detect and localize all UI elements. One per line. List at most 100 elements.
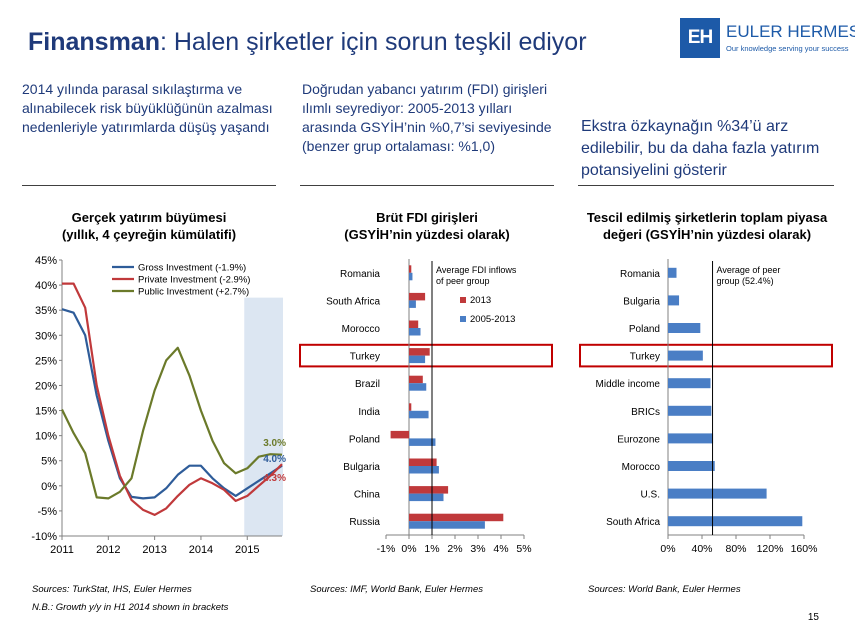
y-tick-label: 40% (35, 280, 57, 292)
bar-turkey-market-capitalization (668, 350, 703, 361)
category-label-eurozone: Eurozone (617, 434, 660, 445)
x-tick-label: 1% (424, 543, 439, 555)
chart2-title: Brüt FDI girişleri (GSYİH’nin yüzdesi ol… (300, 209, 554, 243)
category-label-morocco: Morocco (342, 324, 381, 335)
y-tick-label: 25% (35, 355, 57, 367)
logo-tagline: Our knowledge serving your success (726, 44, 849, 53)
intro-investment: 2014 yılında parasal sıkılaştırma ve alı… (22, 81, 273, 135)
reference-line-label: Average of peer group (52.4%) (717, 265, 781, 286)
bar-morocco-2013 (409, 320, 419, 328)
x-tick-label: 80% (725, 543, 746, 555)
x-tick-label: -1% (377, 543, 396, 555)
x-tick-label: 2% (447, 543, 462, 555)
highlight-box-turkey (579, 343, 833, 368)
y-tick-label: 20% (35, 380, 57, 392)
category-label-brics: BRICs (631, 407, 660, 418)
x-tick-label: 160% (791, 543, 818, 555)
series-end-label: 4.3% (263, 473, 286, 484)
logo-mark: EH (680, 18, 720, 58)
page-title-bold: Finansman (28, 28, 160, 56)
category-label-south-africa: South Africa (326, 296, 380, 307)
category-label-poland: Poland (349, 434, 380, 445)
divider (300, 185, 554, 186)
page-title-rest: : Halen şirketler için sorun teşkil ediy… (159, 28, 587, 56)
euler-hermes-logo: EH EULER HERMES Our knowledge serving yo… (680, 18, 855, 62)
category-label-u-s: U.S. (641, 490, 660, 501)
x-tick-label: 2011 (50, 544, 74, 556)
bar-bulgaria-2005-2013 (409, 466, 439, 474)
intro-market-cap: Ekstra özkaynağın %34’ü arz edilebilir, … (581, 118, 820, 179)
category-label-romania: Romania (620, 269, 660, 280)
legend-label: Gross Investment (-1.9%) (138, 263, 246, 274)
category-label-poland: Poland (629, 324, 660, 335)
chart2-title-line1: Brüt FDI girişleri (376, 210, 478, 225)
legend-swatch-2013 (460, 297, 466, 303)
bar-poland-market-capitalization (668, 323, 701, 333)
series-end-label: 3.0% (263, 438, 286, 449)
y-tick-label: 15% (35, 406, 57, 418)
source-chart2: Sources: IMF, World Bank, Euler Hermes (310, 584, 483, 595)
bar-turkey-2005-2013 (409, 355, 426, 364)
divider (578, 185, 834, 186)
chart1-title-line2: (yıllık, 4 çeyreğin kümülatifi) (61, 227, 237, 242)
legend-swatch-2005-2013 (460, 316, 466, 322)
x-tick-label: 4% (493, 543, 508, 555)
bar-south-africa-market-capitalization (668, 516, 803, 527)
highlight-box-turkey (299, 343, 553, 368)
x-tick-label: 2015 (235, 544, 259, 556)
series-line-gross-investment (61, 308, 283, 500)
y-tick-label: 45% (35, 255, 57, 267)
chart1-title: Gerçek yatırım büyümesi (yıllık, 4 çeyre… (22, 209, 276, 243)
x-tick-label: 0% (660, 543, 675, 555)
bar-romania-2013 (409, 265, 412, 273)
bar-brazil-2005-2013 (409, 383, 427, 391)
legend-label-2013: 2013 (470, 295, 491, 306)
x-tick-label: 120% (757, 543, 784, 555)
chart-fdi-inflows: -1% 0% 1% 2% 3% 4% 5% Romania South Africa Morocc… (299, 259, 553, 555)
intro-fdi: Doğrudan yabancı yatırım (FDI) girişleri… (302, 81, 552, 154)
chart2-title-line2: (GSYİH’nin yüzdesi olarak) (344, 227, 510, 242)
source-chart1: Sources: TurkStat, IHS, Euler Hermes (32, 584, 192, 595)
bar-china-2005-2013 (409, 493, 444, 502)
y-tick-label: 30% (35, 330, 57, 342)
bar-morocco-2005-2013 (409, 328, 421, 336)
bar-u-s-market-capitalization (668, 488, 767, 499)
category-label-brazil: Brazil (355, 379, 380, 390)
bar-middle-income-market-capitalization (668, 378, 711, 389)
bar-south-africa-2013 (409, 292, 426, 301)
x-tick-label: 2013 (142, 544, 166, 556)
category-label-turkey: Turkey (630, 352, 660, 363)
y-tick-label: 5% (41, 456, 57, 468)
x-tick-label: 5% (516, 543, 531, 555)
bar-brazil-2013 (409, 375, 423, 384)
category-label-india: India (358, 407, 380, 418)
forecast-shade (244, 297, 283, 536)
x-tick-label: 40% (691, 543, 712, 555)
y-tick-label: 35% (35, 305, 57, 317)
category-label-china: China (354, 490, 381, 501)
legend-label-2005-2013: 2005-2013 (470, 314, 515, 325)
x-tick-label: 3% (470, 543, 485, 555)
bar-india-2005-2013 (409, 410, 429, 419)
chart3-title: Tescil edilmiş şirketlerin toplam piyasa… (586, 210, 828, 242)
x-tick-label: 2014 (189, 544, 213, 556)
reference-line-label: Average FDI inflows of peer group (436, 265, 517, 286)
chart1-title-line1: Gerçek yatırım büyümesi (71, 210, 227, 225)
series-end-label: 4.0% (263, 454, 286, 465)
bar-poland-2013 (390, 430, 409, 439)
chart-market-cap: 0% 40% 80% 120% 160% Romania Bulgaria Poland Tur… (579, 259, 833, 555)
bar-eurozone-market-capitalization (668, 433, 714, 444)
x-tick-label: 2012 (96, 544, 120, 556)
legend-label: Private Investment (-2.9%) (138, 275, 250, 286)
bar-romania-market-capitalization (668, 267, 677, 278)
chart-investment-growth: -10% -5% 0% 5% 10% 15% 20% 25% 30% 35% 40% 45% 2011 2… (31, 255, 286, 556)
footnote: N.B.: Growth y/y in H1 2014 shown in bra… (32, 602, 229, 613)
source-chart3: Sources: World Bank, Euler Hermes (588, 584, 741, 595)
category-label-russia: Russia (349, 517, 380, 528)
bar-russia-2013 (409, 513, 504, 522)
page-number: 15 (807, 612, 819, 623)
category-label-romania: Romania (340, 269, 380, 280)
series-line-public-investment (61, 346, 283, 500)
category-label-morocco: Morocco (622, 462, 661, 473)
legend-label: Public Investment (+2.7%) (138, 287, 249, 298)
